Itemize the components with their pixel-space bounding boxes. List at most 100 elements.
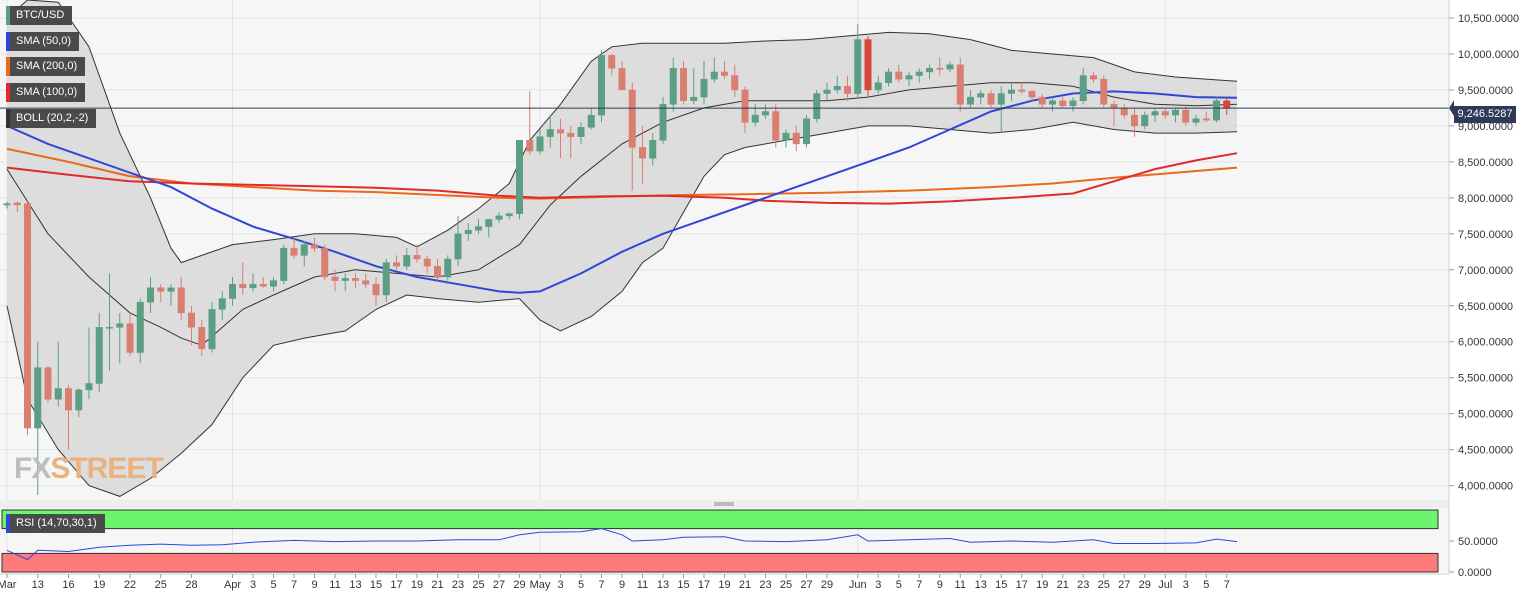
x-tick-label: 7 [291,579,297,591]
candle-body [762,111,769,116]
x-tick-label: 11 [637,579,648,591]
candle [1151,107,1159,123]
candle-body [598,55,605,116]
bollinger-middle-line [6,82,1238,346]
legend-rsi[interactable]: RSI (14,70,30,1) [6,514,105,533]
bollinger-upper-line [6,0,1238,264]
x-tick-label: 7 [916,579,922,591]
candle [249,273,257,292]
candle [1213,97,1220,123]
candle-body [475,226,482,231]
candle [782,129,790,148]
legend-btcusd[interactable]: BTC/USD [6,6,73,25]
x-tick-label: 22 [124,579,136,591]
candle-body [352,278,359,281]
x-tick-label: 13 [975,579,987,591]
candle-body [464,229,472,235]
candle [1008,82,1015,101]
candle-body [341,278,349,281]
candle-body [1069,100,1077,107]
candle-body [75,389,83,411]
candle [495,212,503,224]
y-tick-label: 8,500.0000 [1458,157,1513,169]
candle-body [413,255,421,260]
candle-body [803,118,810,145]
x-tick-label: 21 [431,579,443,591]
moving-averages [6,90,1238,294]
candle-body [516,140,523,214]
candle-body [526,140,534,152]
candle [1038,93,1046,108]
candle [618,61,626,91]
candle-body [13,202,21,206]
date-axis: Mar 13 16 19 22 25 28 Apr 3 5 7 9 11 13 15 17 19 21 23 25 27… [0,573,1449,591]
x-tick-label: 7 [1224,579,1230,591]
candle-body [280,247,288,281]
candle [690,68,698,105]
candle [1069,97,1077,112]
candle [823,82,831,101]
candle [659,97,667,144]
candle-body [382,262,390,296]
candle [188,305,195,346]
y-tick-label: 5,500.0000 [1458,373,1513,385]
candle-body [895,71,903,80]
y-tick-label: 6,500.0000 [1458,301,1513,313]
x-tick-label: 19 [718,579,730,591]
candle-body [444,258,452,278]
legend-sma-200[interactable]: SMA (200,0) [6,57,86,76]
candle-body [331,276,339,281]
legend-sma-50[interactable]: SMA (50,0) [6,32,80,51]
candle-body [833,86,841,91]
bollinger-bands [6,0,1238,497]
candle [987,89,995,108]
candle-body [300,244,308,256]
candlesticks [3,23,1231,495]
candle-body [311,244,318,249]
x-tick-label: 13 [32,579,44,591]
candle-body [218,298,226,310]
candle-body [229,283,236,299]
rsi-tick-label: 0.0000 [1458,567,1492,579]
x-tick-label: 27 [493,579,505,591]
candle-body [1131,114,1138,127]
candle [34,341,42,495]
candle-body [926,68,933,73]
candle [1028,89,1036,101]
legend-sma-100[interactable]: SMA (100,0) [6,83,86,102]
x-tick-label: 17 [390,579,402,591]
candle-body [34,367,42,429]
candle-body [106,327,113,329]
candle-body [659,104,667,141]
x-tick-label: 16 [62,579,74,591]
candle-body [567,132,575,137]
candle [24,201,31,436]
candle [864,35,872,98]
y-tick-label: 9,000.0000 [1458,121,1513,133]
x-tick-label: 7 [598,579,604,591]
candle-body [639,147,646,159]
legend-label: SMA (200,0) [16,60,78,72]
x-tick-label: 5 [578,579,584,591]
candle-body [157,287,165,292]
candle-body [485,219,493,227]
pane-divider-handle[interactable] [0,500,1449,508]
candle-body [177,287,185,314]
x-tick-label: 19 [1036,579,1048,591]
candle [485,219,493,238]
last-price-line [0,100,1454,117]
candle [352,273,359,288]
candle-body [557,129,564,134]
candle-body [1059,100,1067,107]
candle-body [915,71,923,76]
bollinger-band-fill [7,0,1237,497]
candle-body [239,283,247,289]
candle-body [628,89,636,148]
candle [516,140,523,220]
candle-body [249,283,257,289]
x-tick-label: 29 [513,579,525,591]
x-tick-label: 21 [1057,579,1069,591]
legend-boll[interactable]: BOLL (20,2,-2) [6,109,97,128]
candle [772,104,780,148]
x-tick-label: 3 [875,579,881,591]
